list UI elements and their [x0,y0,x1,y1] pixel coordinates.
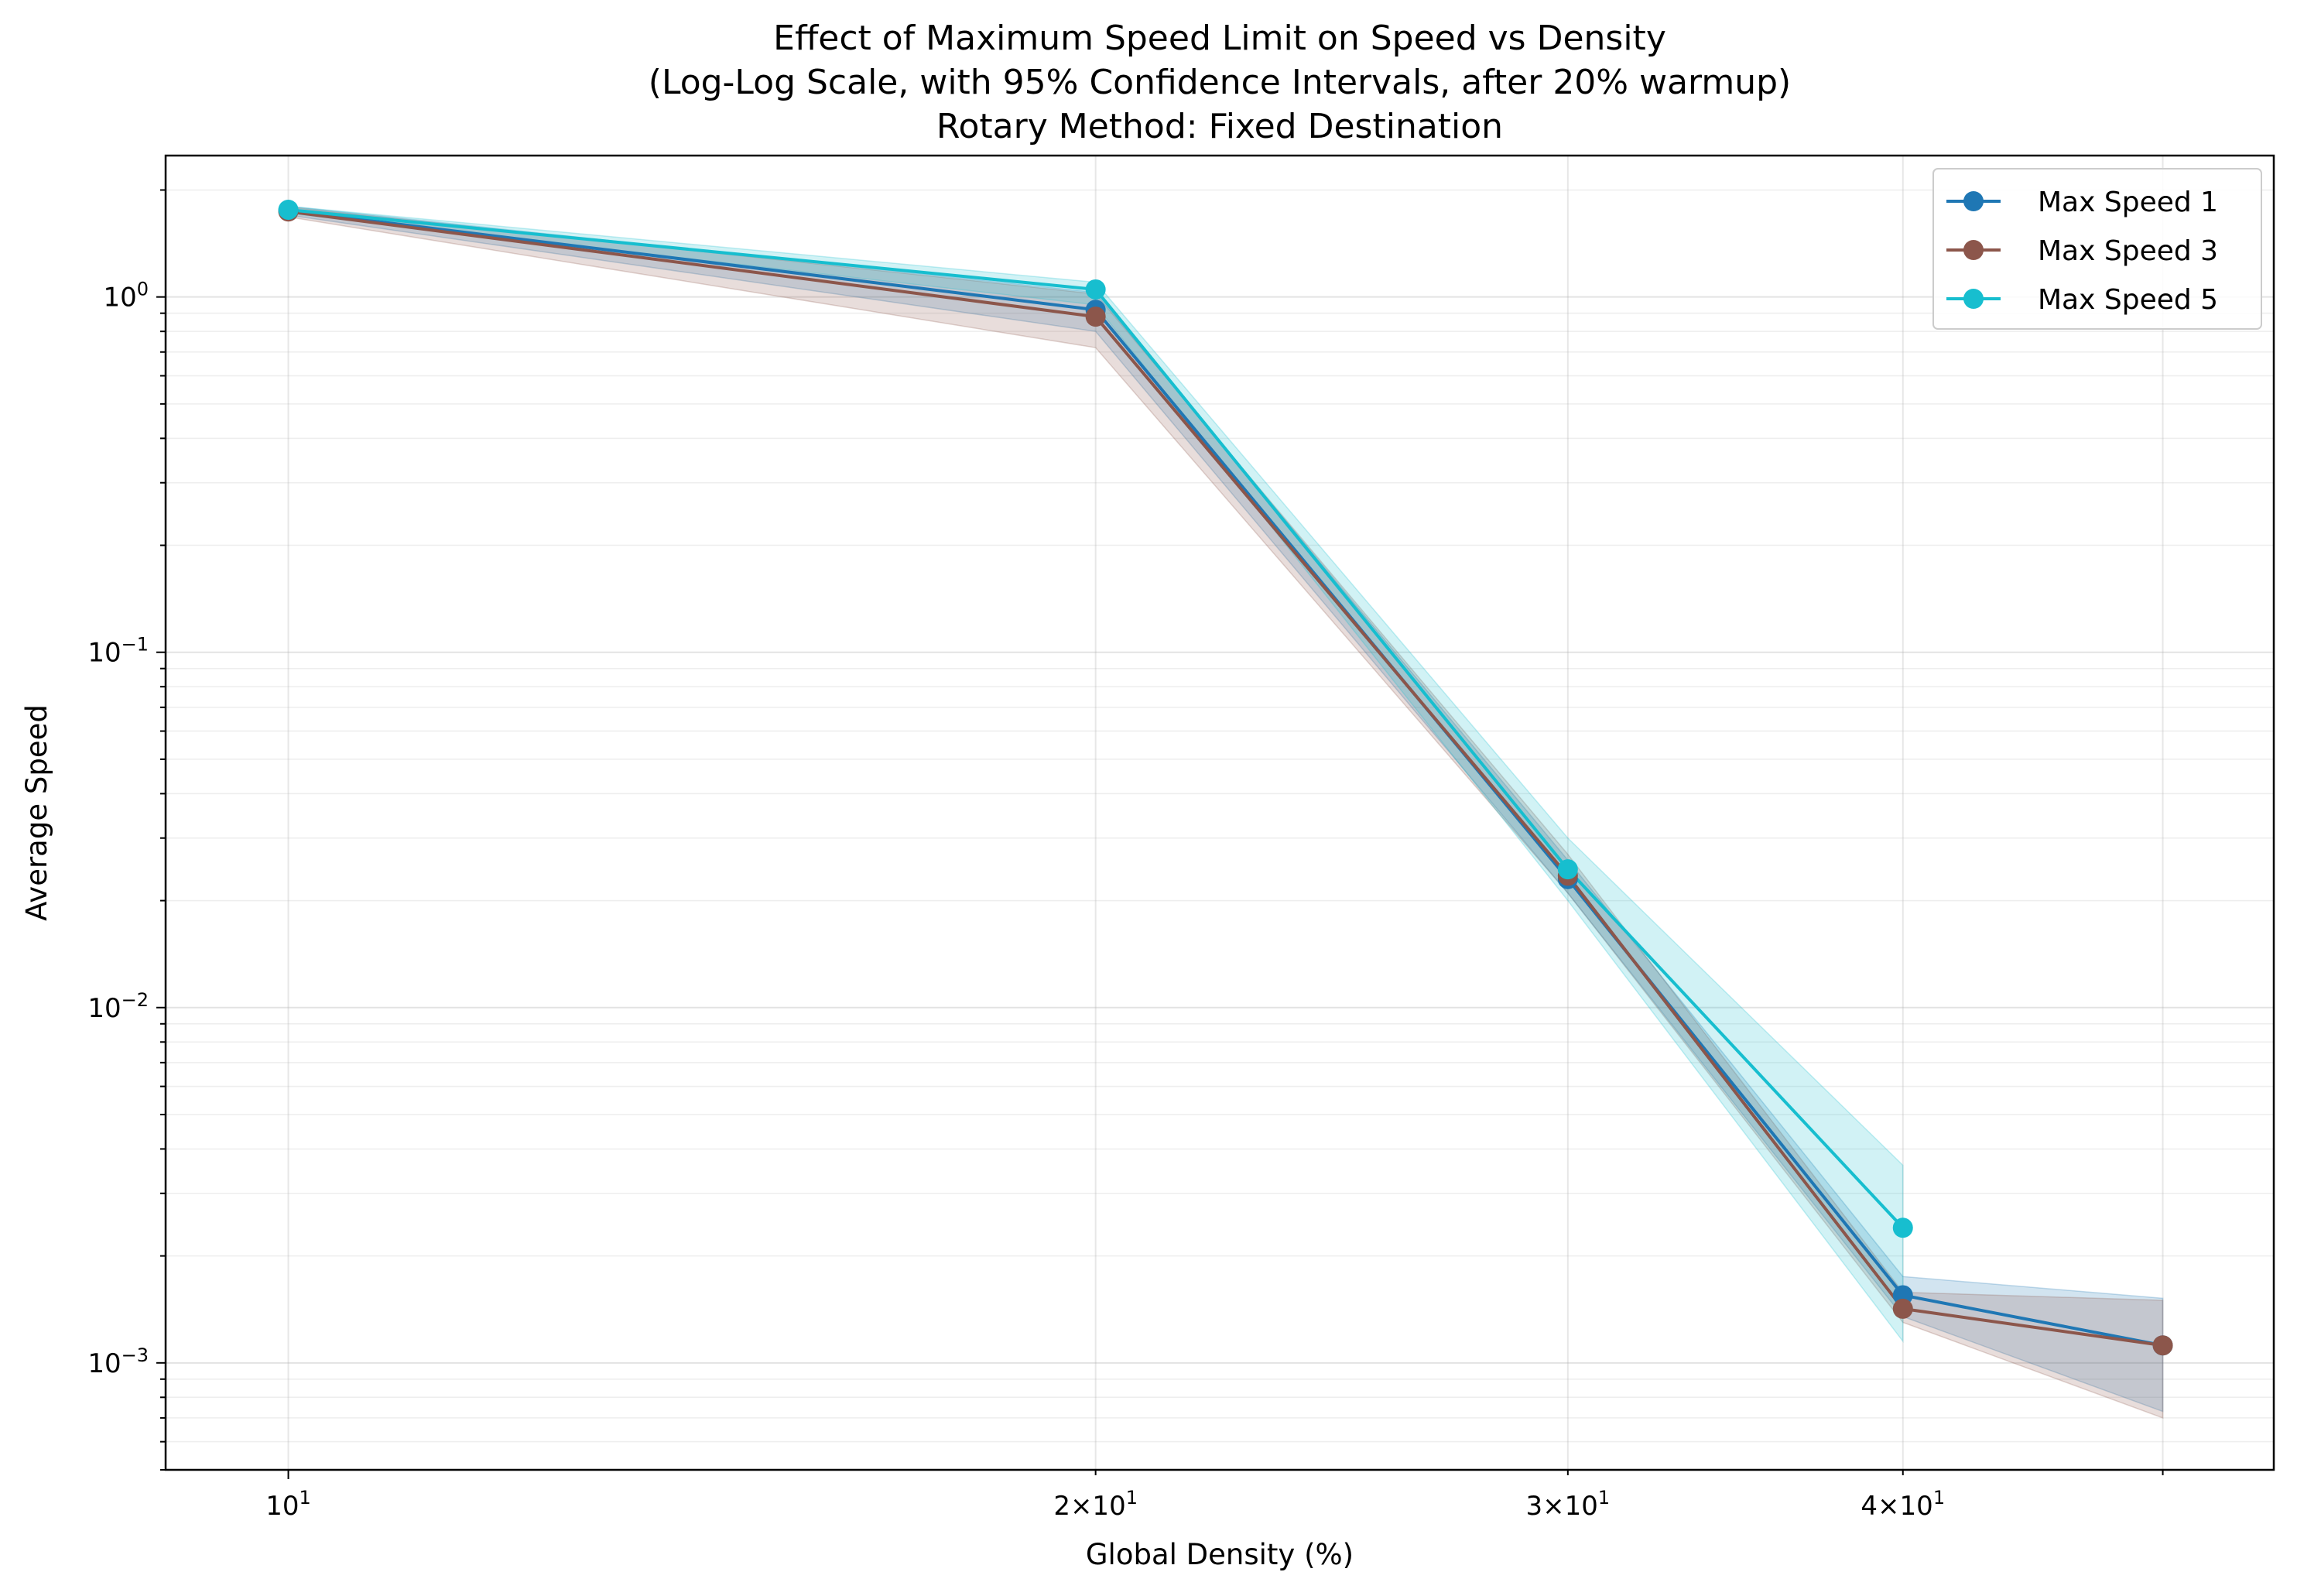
legend-label: Max Speed 3 [2038,235,2218,267]
chart-title-line-1: Effect of Maximum Speed Limit on Speed v… [773,19,1666,58]
data-point-series-2 [1892,1298,1913,1319]
y-tick-label: 10−1 [87,634,149,669]
legend-marker [1963,240,1984,260]
axis-ticks: 101 2×101 3×101 4×101 100 10−1 10−2 10−3 [87,189,2164,1522]
x-axis-label: Global Density (%) [1086,1538,1354,1571]
data-point-series-3 [278,199,299,220]
chart-title-line-3: Rotary Method: Fixed Destination [936,107,1503,146]
data-point-series-3 [1557,859,1578,880]
ci-band-series-1 [287,205,2164,1413]
data-point-series-3 [1892,1218,1913,1238]
legend-label: Max Speed 5 [2038,284,2218,316]
plot-frame [164,154,2275,1471]
data-point-series-2 [2152,1335,2173,1356]
line-series-3 [288,207,1905,1229]
y-tick-label: 100 [103,279,149,313]
x-tick-label: 3×101 [1526,1487,1611,1522]
x-tick-label: 101 [265,1487,311,1522]
legend-marker [1963,289,1984,309]
y-tick-label: 10−2 [87,989,149,1024]
y-tick-label: 10−3 [87,1344,149,1379]
chart-title: Effect of Maximum Speed Limit on Speed v… [649,19,1791,146]
series-markers [278,199,2173,1356]
y-axis-label: Average Speed [20,704,53,921]
legend-marker [1963,191,1984,211]
legend: Max Speed 1 Max Speed 3 Max Speed 5 [1932,168,2262,330]
legend-box [1932,168,2262,330]
x-tick-label: 2×101 [1053,1487,1138,1522]
grid [166,156,2274,1471]
confidence-bands [287,205,2164,1419]
data-point-series-2 [1085,307,1106,327]
legend-label: Max Speed 1 [2038,187,2218,218]
data-point-series-3 [1085,279,1106,300]
chart-title-line-2: (Log-Log Scale, with 95% Confidence Inte… [649,63,1791,102]
x-tick-label: 4×101 [1861,1487,1945,1522]
